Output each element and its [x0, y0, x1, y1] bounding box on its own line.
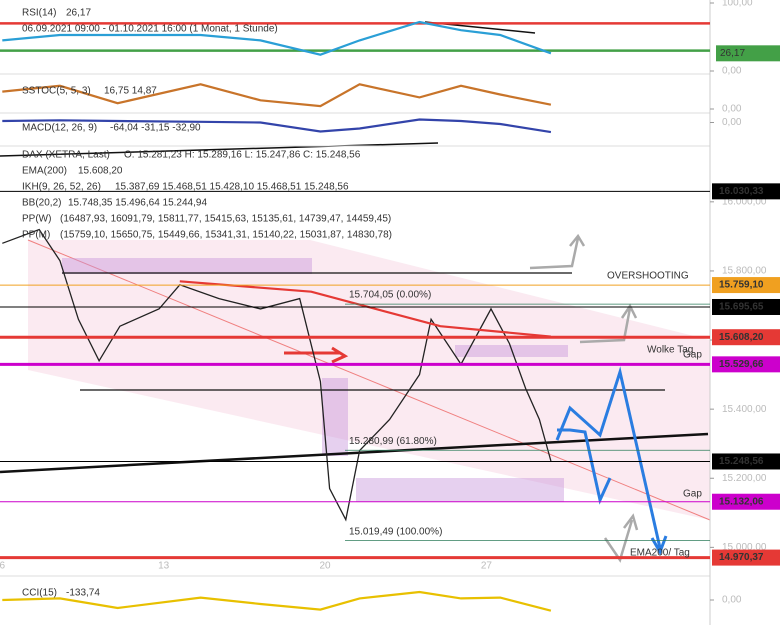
- y-tick-label: 100,00: [722, 0, 753, 9]
- level-box: [712, 356, 780, 373]
- series-line: [2, 228, 552, 522]
- level-label: 14.970,37: [719, 552, 764, 563]
- indicator-name: RSI(14): [22, 8, 56, 19]
- scenario-arrow: [529, 233, 586, 270]
- indicator-readout: -64,04 -31,15 -32,90: [110, 123, 201, 134]
- level-box: [712, 277, 780, 294]
- fib-label: 15.704,05 (0.00%): [349, 290, 431, 301]
- level-box: [712, 549, 780, 566]
- indicator-readout: 26,17: [66, 8, 91, 19]
- level-box: [712, 453, 780, 470]
- indicator-readout: -133,74: [66, 588, 100, 599]
- indicator-readout: 16,75 14,87: [104, 86, 157, 97]
- indicator-name: SSTOC(5, 5, 3): [22, 86, 91, 97]
- overlay-name: EMA(200): [22, 166, 67, 177]
- trend-line: [0, 432, 709, 474]
- indicator-name: DAX (XETRA, Last): [22, 150, 110, 161]
- x-tick-label: 13: [158, 561, 170, 572]
- y-tick-label: 15.000,00: [722, 542, 767, 553]
- arrow: [284, 346, 349, 364]
- scenario-arrow: [579, 303, 638, 344]
- annotation: Gap: [683, 489, 702, 500]
- zone: [62, 258, 312, 274]
- y-tick-label: 0,00: [722, 104, 742, 115]
- series-line: [2, 20, 552, 56]
- overlay-readout: (15759,10, 15650,75, 15449,66, 15341,31,…: [60, 230, 392, 241]
- annotation: EMA200/ Tag: [630, 548, 690, 559]
- overlay-readout: 15.748,35 15.496,64 15.244,94: [68, 198, 207, 209]
- level-label: 15.759,10: [719, 280, 764, 291]
- indicator-name: CCI(15): [22, 588, 57, 599]
- level-label: 15.529,66: [719, 359, 764, 370]
- overlay-readout: (16487,93, 16091,79, 15811,77, 15415,63,…: [60, 214, 391, 225]
- level-box: [712, 493, 780, 510]
- overlay-name: PP(W): [22, 214, 51, 225]
- overlay-readout: 15.387,69 15.468,51 15.428,10 15.468,51 …: [115, 182, 349, 193]
- level-label: 15.695,65: [719, 302, 764, 313]
- indicator-readout: O: 15.281,23 H: 15.289,16 L: 15.247,86 C…: [124, 150, 361, 161]
- annotation: Wolke Tag: [647, 345, 693, 356]
- fib-label: 15.019,49 (100.00%): [349, 526, 442, 537]
- zone: [356, 478, 564, 502]
- y-tick-label: 0,00: [722, 66, 742, 77]
- indicator-name: MACD(12, 26, 9): [22, 123, 97, 134]
- trend-line: [0, 142, 439, 157]
- overlay-name: BB(20,2): [22, 198, 61, 209]
- series-line: [2, 118, 552, 134]
- level-label: 15.132,06: [719, 496, 764, 507]
- fib-label: 15.280,99 (61.80%): [349, 436, 437, 447]
- forecast-arrow: [555, 366, 668, 556]
- x-tick-label: 27: [481, 561, 493, 572]
- overlay-name: IKH(9, 26, 52, 26): [22, 182, 101, 193]
- value-box: [716, 45, 780, 62]
- channel-line: [27, 239, 711, 521]
- x-tick-label: 6: [0, 561, 6, 572]
- series-line: [179, 280, 552, 338]
- scenario-arrow: [603, 513, 639, 563]
- level-box: [712, 183, 780, 200]
- level-label: 15.608,20: [719, 332, 764, 343]
- level-box: [712, 329, 780, 346]
- annotation: Gap: [683, 350, 702, 361]
- x-tick-label: 20: [319, 561, 331, 572]
- forecast-arrow: [557, 428, 612, 505]
- value-box-label: 26,17: [720, 48, 745, 59]
- y-tick-label: 16.000,00: [722, 196, 767, 207]
- level-label: 16.030,33: [719, 186, 764, 197]
- y-tick-label: 0,00: [722, 595, 742, 606]
- date-range: 06.09.2021 09:00 - 01.10.2021 16:00 (1 M…: [22, 24, 278, 35]
- overlay-readout: 15.608,20: [78, 166, 123, 177]
- y-tick-label: 15.200,00: [722, 473, 767, 484]
- level-label: 15.248,56: [719, 456, 764, 467]
- level-box: [712, 298, 780, 315]
- y-tick-label: 0,00: [722, 117, 742, 128]
- y-tick-label: 15.800,00: [722, 266, 767, 277]
- series-line: [2, 590, 552, 612]
- overlay-name: PP(M): [22, 230, 50, 241]
- y-tick-label: 15.400,00: [722, 404, 767, 415]
- series-line: [2, 83, 552, 108]
- annotation: OVERSHOOTING: [607, 271, 689, 282]
